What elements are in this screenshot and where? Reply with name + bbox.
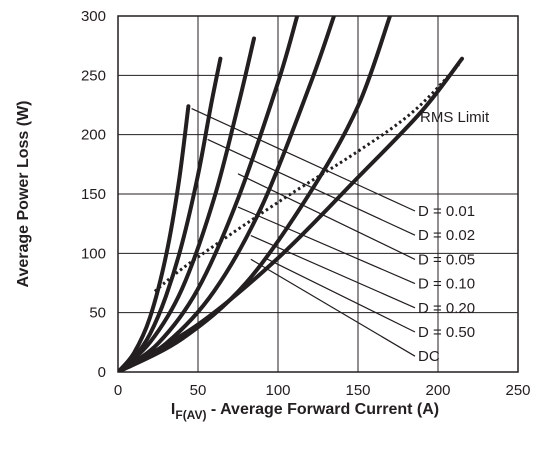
leader-line (207, 138, 416, 236)
rms-limit-label: RMS Limit (420, 109, 490, 126)
x-tick-label: 250 (505, 382, 530, 399)
curve-labels: D = 0.01 D = 0.02 D = 0.05 D = 0.10 D = 0.20… (418, 203, 475, 365)
leader-line (250, 258, 416, 357)
y-tick-label: 100 (81, 245, 106, 262)
rms-limit-curve (153, 63, 460, 293)
leader-line (237, 173, 416, 260)
y-tick-label: 50 (89, 305, 106, 322)
curve-label: DC (418, 348, 440, 365)
leader-line (250, 234, 416, 309)
curve-label: D = 0.10 (418, 276, 475, 293)
curve-d-0-02 (118, 56, 223, 372)
x-axis-title-rest: - Average Forward Current (A) (206, 401, 439, 418)
rms-limit-line (153, 63, 460, 293)
x-tick-label: 0 (114, 382, 122, 399)
curve-label: D = 0.05 (418, 251, 475, 268)
curve-d-0-50 (118, 16, 392, 372)
duty-cycle-curves (118, 16, 464, 372)
y-axis-title: Average Power Loss (W) (15, 100, 32, 287)
x-tick-label: 50 (190, 382, 207, 399)
y-tick-label: 0 (98, 364, 106, 381)
y-tick-label: 250 (81, 67, 106, 84)
leader-line (264, 257, 416, 333)
curve-d-0-10 (118, 16, 300, 372)
x-tick-label: 150 (345, 382, 370, 399)
x-axis-title-subscript: F(AV) (175, 408, 206, 422)
leader-line (191, 108, 416, 212)
plot-frame (117, 15, 519, 373)
x-tick-label: 100 (265, 382, 290, 399)
curve-dc (118, 56, 464, 372)
curve-d-0-01 (118, 104, 191, 372)
curve-d-0-05 (118, 36, 256, 372)
x-axis-title-main: I (171, 401, 175, 418)
axis-ticks: 0 50 100 150 200 250 0 50 100 150 200 250 300 (81, 8, 531, 399)
leader-line (237, 206, 416, 285)
x-axis-title: IF(AV) - Average Forward Current (A) (171, 401, 439, 422)
label-leader-lines (191, 108, 416, 357)
y-tick-label: 300 (81, 8, 106, 25)
curve-label: D = 0.50 (418, 324, 475, 341)
x-tick-label: 200 (425, 382, 450, 399)
curve-label: D = 0.01 (418, 203, 475, 220)
y-tick-label: 200 (81, 127, 106, 144)
curve-label: D = 0.02 (418, 227, 475, 244)
y-tick-label: 150 (81, 186, 106, 203)
curve-label: D = 0.20 (418, 300, 475, 317)
